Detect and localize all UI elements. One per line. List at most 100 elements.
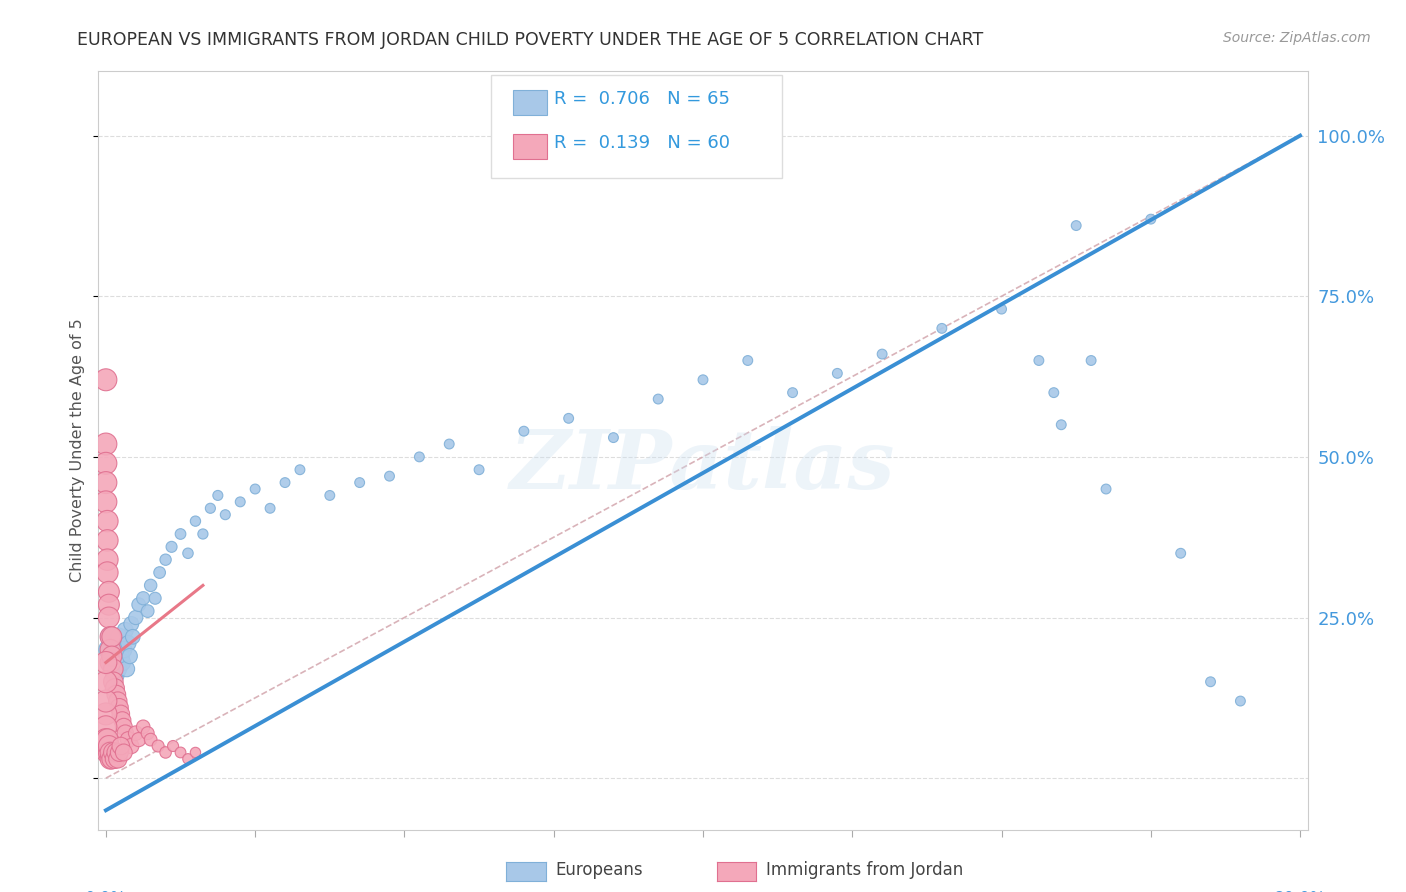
Point — [136, 604, 159, 618]
Point — [118, 649, 141, 664]
Point — [104, 752, 127, 766]
Point — [602, 431, 624, 445]
Point — [139, 732, 162, 747]
Point — [184, 746, 207, 760]
Point — [125, 610, 148, 624]
Point — [94, 706, 117, 721]
Point — [1064, 219, 1087, 233]
Point — [146, 739, 169, 753]
Point — [114, 624, 136, 638]
Point — [557, 411, 579, 425]
Point — [103, 649, 125, 664]
Point — [98, 630, 121, 644]
Point — [96, 552, 118, 566]
Point — [149, 566, 172, 580]
Point — [107, 752, 129, 766]
Point — [96, 732, 118, 747]
Point — [160, 540, 183, 554]
Point — [827, 367, 849, 381]
Point — [94, 456, 117, 470]
Point — [96, 533, 118, 548]
Point — [1095, 482, 1118, 496]
Text: R =  0.139   N = 60: R = 0.139 N = 60 — [554, 135, 730, 153]
Point — [101, 752, 124, 766]
Point — [1028, 353, 1050, 368]
Point — [214, 508, 236, 522]
Point — [94, 373, 117, 387]
Point — [737, 353, 759, 368]
Point — [1043, 385, 1066, 400]
Bar — [513, 135, 547, 159]
Point — [94, 437, 117, 451]
Point — [94, 720, 117, 734]
Point — [349, 475, 371, 490]
Text: 0.0%: 0.0% — [84, 890, 127, 892]
Point — [117, 732, 139, 747]
Point — [104, 668, 127, 682]
Point — [1050, 417, 1073, 432]
Point — [101, 649, 124, 664]
Text: Immigrants from Jordan: Immigrants from Jordan — [766, 861, 963, 879]
Point — [105, 636, 128, 650]
Point — [103, 662, 125, 676]
Point — [108, 746, 131, 760]
Point — [1229, 694, 1251, 708]
Point — [990, 302, 1012, 317]
Point — [107, 662, 129, 676]
Point — [319, 488, 342, 502]
Point — [288, 463, 311, 477]
Point — [110, 739, 132, 753]
Point — [98, 642, 121, 657]
Point — [97, 598, 120, 612]
Point — [111, 714, 134, 728]
Point — [120, 739, 142, 753]
Point — [110, 706, 132, 721]
Text: EUROPEAN VS IMMIGRANTS FROM JORDAN CHILD POVERTY UNDER THE AGE OF 5 CORRELATION : EUROPEAN VS IMMIGRANTS FROM JORDAN CHILD… — [77, 31, 984, 49]
Point — [132, 720, 155, 734]
Point — [184, 514, 207, 528]
Point — [120, 616, 142, 631]
Point — [105, 746, 128, 760]
Point — [96, 746, 118, 760]
Point — [132, 591, 155, 606]
Point — [101, 656, 124, 670]
Point — [111, 656, 134, 670]
Point — [101, 630, 124, 644]
Text: ZIPatlas: ZIPatlas — [510, 425, 896, 506]
Point — [1199, 674, 1222, 689]
Point — [513, 424, 536, 438]
Point — [143, 591, 166, 606]
Point — [259, 501, 281, 516]
Point — [98, 630, 121, 644]
Point — [107, 694, 129, 708]
Point — [94, 694, 117, 708]
Point — [97, 739, 120, 753]
Point — [162, 739, 184, 753]
Point — [94, 674, 117, 689]
Y-axis label: Child Poverty Under the Age of 5: Child Poverty Under the Age of 5 — [70, 318, 86, 582]
Point — [200, 501, 222, 516]
Point — [112, 746, 135, 760]
Point — [155, 552, 177, 566]
Point — [103, 674, 125, 689]
Point — [121, 630, 143, 644]
Point — [136, 726, 159, 740]
Point — [97, 584, 120, 599]
Point — [98, 656, 121, 670]
Point — [207, 488, 229, 502]
Point — [169, 527, 191, 541]
Point — [97, 746, 120, 760]
Point — [94, 495, 117, 509]
Point — [125, 726, 148, 740]
Point — [177, 546, 200, 560]
Point — [97, 642, 120, 657]
Point — [98, 752, 121, 766]
Point — [104, 681, 127, 696]
Point — [274, 475, 297, 490]
Point — [96, 514, 118, 528]
Point — [169, 746, 191, 760]
Point — [229, 495, 252, 509]
Point — [94, 732, 117, 747]
Text: Europeans: Europeans — [555, 861, 643, 879]
Point — [117, 636, 139, 650]
